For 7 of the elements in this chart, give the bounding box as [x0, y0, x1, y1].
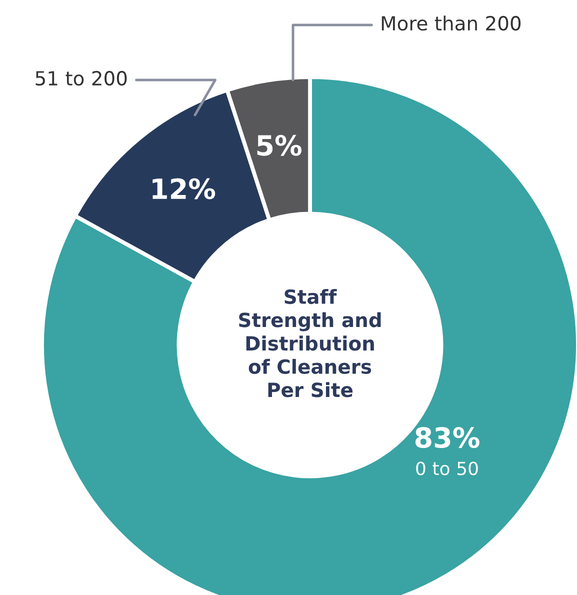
slice-label: More than 200 — [382, 16, 521, 31]
data-label: 12% — [152, 178, 216, 200]
slice-label: 51 to 200 — [36, 70, 127, 86]
slice-label: 0 to 50 — [416, 462, 478, 476]
data-label: 5% — [257, 134, 302, 156]
text: Staff Strength and Distribution of Cleaners Per Site — [239, 289, 381, 398]
data-label: 83% — [415, 427, 480, 448]
